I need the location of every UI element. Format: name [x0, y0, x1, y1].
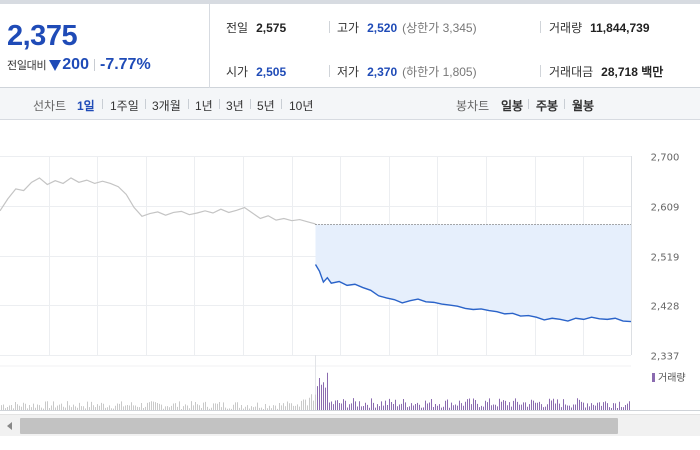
prev-close-cell: 전일 2,575 — [226, 19, 286, 36]
cell-divider — [540, 65, 541, 77]
lower-limit: (하한가 1,805) — [402, 65, 477, 79]
y-tick-label: 2,609 — [651, 203, 680, 214]
open-cell: 시가 2,505 — [226, 63, 286, 80]
chart-svg: 2,700 2,609 2,519 2,428 2,337 거래량 — [0, 153, 700, 411]
prev-day-series-line — [0, 177, 316, 225]
change-row: 전일대비 200 -7.77% — [7, 56, 151, 74]
quote-panel: 2,375 전일대비 200 -7.77% 전일 2,575 고가 2,520 … — [0, 0, 700, 88]
current-price: 2,375 — [7, 20, 78, 52]
scroll-left-arrow-icon[interactable] — [7, 422, 12, 430]
tab-candle-monthly[interactable]: 월봉 — [572, 99, 595, 113]
intraday-chart: 2,700 2,609 2,519 2,428 2,337 거래량 — [0, 121, 700, 411]
tab-divider — [281, 99, 282, 109]
tab-period-1w[interactable]: 1주일 — [110, 99, 139, 113]
change-divider — [93, 59, 95, 71]
open-label: 시가 — [226, 65, 249, 79]
low-label: 저가 — [337, 65, 360, 79]
low-cell: 저가 2,370 (하한가 1,805) — [337, 63, 477, 80]
today-series-line — [314, 264, 632, 323]
cell-divider — [540, 21, 541, 33]
tab-divider — [188, 99, 189, 109]
change-amount: 200 — [62, 56, 89, 73]
amount-value: 28,718 백만 — [601, 65, 664, 79]
horizontal-scrollbar[interactable] — [0, 414, 700, 436]
open-value: 2,505 — [256, 65, 287, 79]
tab-divider — [250, 99, 251, 109]
tab-candle-daily[interactable]: 일봉 — [501, 99, 524, 113]
amount-label: 거래대금 — [549, 65, 594, 79]
volume-label: 거래량 — [549, 21, 583, 35]
prev-close-label: 전일 — [226, 21, 249, 35]
volume-legend-label: 거래량 — [658, 372, 686, 384]
y-tick-label: 2,700 — [651, 153, 680, 164]
y-tick-label: 2,337 — [651, 352, 680, 363]
line-chart-label: 선차트 — [33, 99, 67, 113]
tab-divider — [102, 99, 103, 109]
y-tick-label: 2,428 — [651, 302, 680, 313]
cell-divider — [329, 21, 330, 33]
scroll-thumb[interactable] — [20, 418, 618, 434]
tab-divider — [528, 99, 529, 109]
prev-close-value: 2,575 — [256, 21, 287, 35]
below-prev-close-area — [315, 224, 631, 322]
tab-period-10y[interactable]: 10년 — [289, 99, 314, 113]
tab-candle-weekly[interactable]: 주봉 — [536, 99, 559, 113]
tab-divider — [219, 99, 220, 109]
change-percent: -7.77% — [99, 56, 151, 73]
chart-tab-bar: 선차트 1일 1주일 3개월 1년 3년 5년 10년 봉차트 일봉 주봉 월봉 — [0, 88, 700, 120]
tab-period-1y[interactable]: 1년 — [195, 99, 213, 113]
high-label: 고가 — [337, 21, 360, 35]
down-triangle-icon — [49, 59, 62, 71]
high-value: 2,520 — [367, 21, 398, 35]
current-price-box: 2,375 전일대비 200 -7.77% — [0, 4, 210, 88]
cell-divider — [329, 65, 330, 77]
tab-period-1d[interactable]: 1일 — [77, 99, 95, 113]
change-label: 전일대비 — [7, 60, 47, 72]
volume-cell: 거래량 11,844,739 — [549, 19, 650, 36]
y-tick-label: 2,519 — [651, 253, 680, 264]
tab-period-5y[interactable]: 5년 — [257, 99, 275, 113]
candle-chart-label: 봉차트 — [456, 99, 490, 113]
tab-period-3y[interactable]: 3년 — [226, 99, 244, 113]
upper-limit: (상한가 3,345) — [402, 21, 477, 35]
tab-divider — [564, 99, 565, 109]
tab-divider — [145, 99, 146, 109]
volume-value: 11,844,739 — [590, 21, 650, 35]
volume-legend-swatch — [652, 373, 655, 382]
low-value: 2,370 — [367, 65, 398, 79]
high-cell: 고가 2,520 (상한가 3,345) — [337, 19, 477, 36]
tab-period-3m[interactable]: 3개월 — [152, 99, 181, 113]
amount-cell: 거래대금 28,718 백만 — [549, 63, 663, 80]
